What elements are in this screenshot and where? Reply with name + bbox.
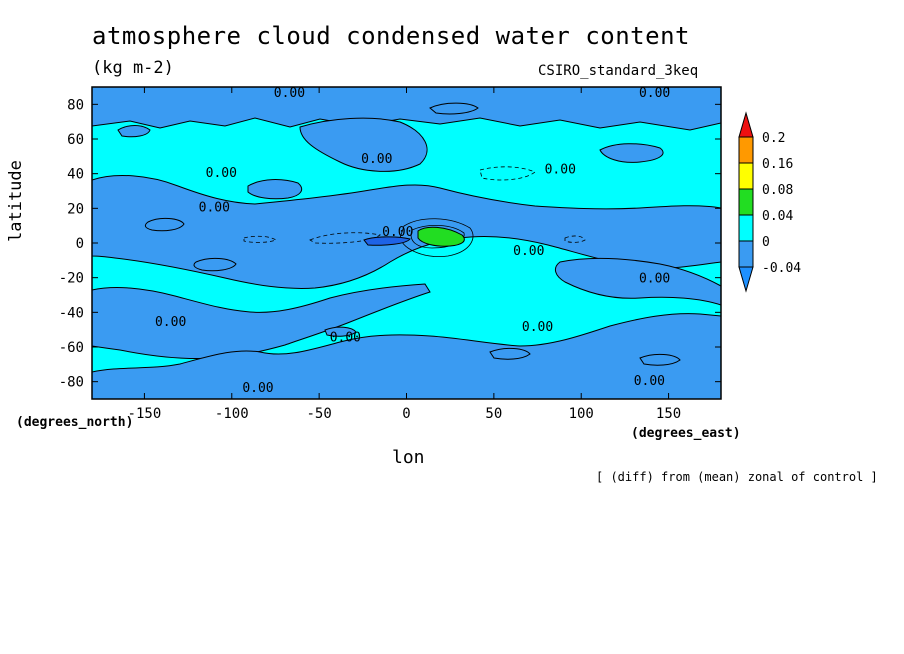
contour-label: 0.00 [639, 272, 670, 287]
contour-label: 0.00 [513, 244, 544, 259]
colorbar-max-arrow [738, 111, 754, 138]
patch-6 [489, 347, 531, 360]
contour-label: 0.00 [274, 86, 305, 101]
contour-labels: 0.00 0.00 0.00 0.00 0.00 0.00 0.00 0.00 0.00 0.00… [155, 86, 670, 396]
contour-label: 0.00 [155, 315, 186, 330]
minor-contours [243, 166, 586, 257]
y-tick-label: 40 [67, 167, 84, 183]
y-tick-label: -80 [59, 375, 84, 391]
positive-contour-inner [410, 225, 465, 249]
x-tick-label: 100 [569, 406, 594, 422]
patch-9 [429, 102, 479, 115]
north-polar-band [92, 87, 721, 131]
chart-title: atmosphere cloud condensed water content [92, 22, 690, 50]
contour-label: 0.00 [382, 225, 413, 240]
footnote: [ (diff) from (mean) zonal of control ] [596, 470, 878, 484]
colorbar-label: 0.08 [762, 183, 793, 198]
colorbar-swatch [738, 162, 754, 190]
patch-1 [247, 179, 303, 200]
contour-label: 0.00 [206, 166, 237, 181]
x-tick-label: -50 [306, 406, 331, 422]
x-tick-label: 0 [402, 406, 410, 422]
y-tick-label: 0 [76, 236, 84, 252]
southern-band [92, 313, 721, 399]
dashed-contour-3 [243, 235, 277, 243]
x-axis-label: lon [392, 447, 425, 468]
y-axis-label: latitude [6, 160, 26, 242]
southern-blob-west [92, 283, 431, 360]
contour-label: 0.00 [639, 86, 670, 101]
y-tick-label: -40 [59, 305, 84, 321]
dashed-contour-2 [309, 232, 381, 244]
patch-8 [639, 353, 681, 366]
y-tick-label: 60 [67, 132, 84, 148]
positive-contour-outer [399, 218, 474, 257]
colorbar-min-arrow [738, 266, 754, 293]
negative-minimum-region [363, 236, 411, 246]
tropical-band [92, 174, 721, 289]
plot-frame [91, 86, 722, 400]
contour-label: 0.00 [242, 381, 273, 396]
field-background [92, 87, 721, 399]
contour-label: 0.00 [545, 162, 576, 177]
y-axis-units: (degrees_north) [16, 415, 134, 430]
contour-label: 0.00 [199, 201, 230, 216]
patch-5 [117, 125, 151, 138]
contour-label: 0.00 [361, 152, 392, 167]
colorbar-swatch [738, 136, 754, 164]
positive-maximum-region [417, 226, 465, 247]
colorbar-label: 0.16 [762, 157, 793, 172]
model-label: CSIRO_standard_3keq [538, 63, 699, 79]
dashed-contour-1 [479, 166, 536, 181]
colorbar-label: 0.04 [762, 209, 793, 224]
negative-regions [92, 87, 721, 399]
patch-7 [324, 326, 357, 337]
arctic-lobe [299, 117, 428, 172]
y-tick-label: -60 [59, 340, 84, 356]
contour-label: 0.00 [634, 374, 665, 389]
patch-3 [193, 257, 237, 272]
patch-4 [599, 143, 664, 163]
chart-units: (kg m-2) [92, 58, 174, 78]
patch-2 [144, 217, 185, 232]
y-tick-label: 20 [67, 201, 84, 217]
x-tick-label: 150 [656, 406, 681, 422]
x-tick-label: 50 [485, 406, 502, 422]
dashed-contour-4 [564, 235, 586, 243]
plot-area [92, 87, 721, 399]
colorbar-swatch [738, 214, 754, 242]
colorbar-label: 0.2 [762, 131, 785, 146]
y-tick-label: -20 [59, 271, 84, 287]
y-tick-label: 80 [67, 97, 84, 113]
x-tick-label: -100 [215, 406, 249, 422]
x-axis-units: (degrees_east) [631, 426, 741, 441]
colorbar: 0.2 0.16 0.08 0.04 0 -0.04 [738, 111, 801, 293]
colorbar-label: -0.04 [762, 261, 801, 276]
contour-label: 0.00 [522, 320, 553, 335]
axes: -150 -100 -50 0 50 100 150806040200-20-40-60-8… [59, 87, 721, 422]
contour-label: 0.00 [330, 331, 361, 346]
east-pacific-blob [554, 257, 721, 306]
colorbar-swatch [738, 188, 754, 216]
colorbar-label: 0 [762, 235, 770, 250]
colorbar-swatch [738, 240, 754, 268]
